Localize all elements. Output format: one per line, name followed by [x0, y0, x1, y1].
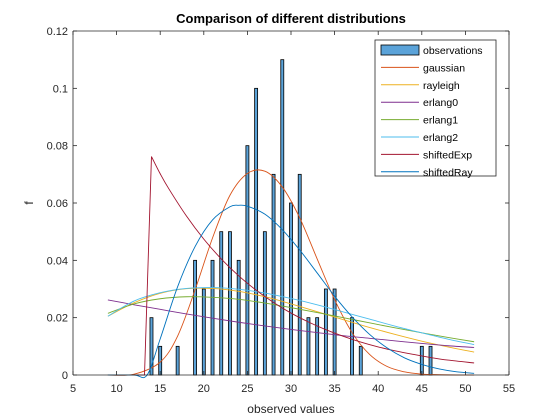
series-erlang1 — [107, 296, 475, 343]
bar-34 — [323, 288, 328, 376]
series-shiftedExp — [107, 156, 475, 376]
y-tick-label: 0.08 — [47, 141, 68, 153]
x-tick-label: 35 — [328, 383, 340, 395]
y-ticks: 0 0.02 0.04 0.06 0.08 0.1 0.12 — [47, 26, 509, 382]
bar-30 — [289, 202, 293, 376]
legend-label-observations: observations — [423, 45, 483, 57]
x-tick-label: 25 — [241, 383, 253, 395]
bar-37 — [350, 317, 354, 376]
y-tick-label: 0.04 — [47, 255, 68, 267]
bar-26 — [254, 87, 259, 376]
bar-28 — [271, 173, 276, 376]
x-tick-label: 30 — [285, 383, 297, 395]
bar-19 — [193, 259, 197, 376]
y-tick-label: 0.06 — [47, 198, 68, 210]
bar-17 — [175, 345, 180, 376]
x-tick-label: 45 — [416, 383, 428, 395]
x-tick-label: 50 — [459, 383, 471, 395]
bar-24 — [236, 259, 241, 376]
legend-label-gaussian: gaussian — [423, 62, 465, 74]
y-tick-label: 0.12 — [47, 26, 68, 38]
legend: observations gaussian rayleigh erlang0 erlan… — [374, 39, 497, 179]
legend-label-erlang2: erlang2 — [423, 132, 458, 144]
legend-label-shiftedRay: shiftedRay — [423, 167, 473, 179]
x-tick-label: 20 — [198, 383, 210, 395]
x-tick-label: 10 — [110, 383, 122, 395]
bar-22 — [219, 231, 224, 376]
distribution-curves — [107, 156, 475, 379]
legend-box — [374, 39, 497, 177]
x-tick-label: 5 — [70, 383, 76, 395]
x-axis-label: observed values — [247, 402, 334, 416]
bar-32 — [306, 317, 311, 376]
series-gaussian — [107, 169, 475, 376]
chart-title: Comparison of different distributions — [176, 11, 406, 26]
bar-23 — [228, 231, 232, 376]
bar-46 — [428, 345, 433, 376]
series-erlang2 — [107, 287, 475, 346]
y-axis-label: f — [22, 201, 36, 205]
legend-label-shiftedExp: shiftedExp — [423, 149, 472, 161]
bar-20 — [201, 288, 206, 376]
x-tick-label: 40 — [372, 383, 384, 395]
bar-25 — [245, 145, 250, 376]
legend-swatch-observations — [380, 44, 420, 56]
x-tick-label: 55 — [503, 383, 515, 395]
bar-31 — [297, 173, 302, 376]
x-ticks: 5 10 15 20 25 30 35 40 45 50 55 — [70, 31, 515, 395]
legend-label-erlang1: erlang1 — [423, 115, 458, 127]
legend-label-rayleigh: rayleigh — [423, 80, 460, 92]
y-tick-label: 0 — [62, 370, 68, 382]
y-tick-label: 0.02 — [47, 313, 68, 325]
y-tick-label: 0.1 — [53, 83, 68, 95]
series-shiftedRay — [107, 204, 475, 379]
x-tick-label: 15 — [154, 383, 166, 395]
bar-38 — [358, 345, 363, 376]
legend-label-erlang0: erlang0 — [423, 97, 458, 109]
bar-45 — [419, 345, 424, 376]
series-erlang0 — [107, 299, 475, 348]
